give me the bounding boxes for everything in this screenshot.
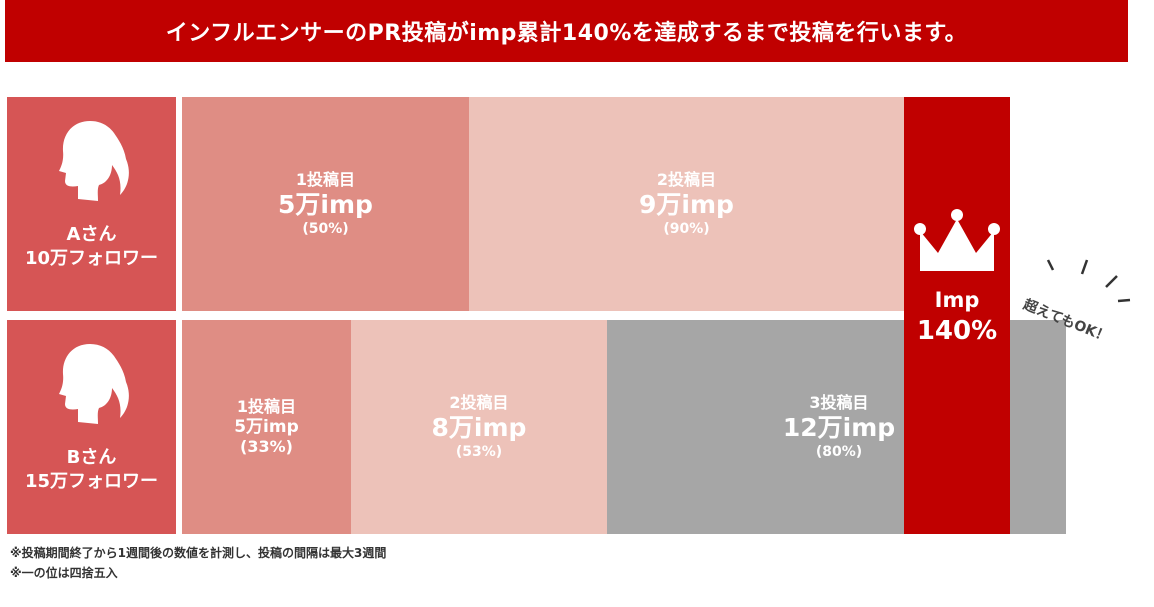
post-label: 2投稿目	[656, 170, 717, 189]
target-label: Imp	[934, 288, 980, 312]
post-percent: (80%)	[815, 444, 863, 460]
post-value: 8万imp	[431, 413, 527, 442]
woman-silhouette-icon	[58, 121, 129, 201]
person-name: Aさん	[66, 224, 117, 245]
emphasis-lines-icon	[1046, 259, 1131, 303]
post-percent: (90%)	[663, 221, 710, 237]
footnote: ※投稿期間終了から1週間後の数値を計測し、投稿の間隔は最大3週間	[10, 546, 387, 560]
post-label: 1投稿目	[295, 170, 356, 189]
post-segment-b-2: 2投稿目 8万imp (53%)	[351, 320, 607, 534]
title-text: インフルエンサーのPR投稿がimp累計140%を達成するまで投稿を行います。	[165, 21, 968, 46]
exceed-bar	[1010, 320, 1066, 534]
post-percent: (50%)	[302, 221, 349, 237]
post-label: 3投稿目	[809, 393, 869, 412]
post-label: 1投稿目	[236, 397, 297, 416]
person-name: Bさん	[66, 447, 117, 468]
post-value: 5万imp	[278, 190, 373, 219]
person-followers: 15万フォロワー	[24, 471, 159, 492]
person-card-b: Bさん 15万フォロワー	[7, 320, 176, 534]
post-value: 5万imp	[234, 417, 299, 437]
post-segment-b-1: 1投稿目 5万imp (33%)	[182, 320, 351, 534]
target-column: Imp 140%	[904, 97, 1010, 534]
post-value: 9万imp	[639, 190, 734, 219]
crown-icon	[914, 209, 1000, 271]
page-title: インフルエンサーのPR投稿がimp累計140%を達成するまで投稿を行います。	[5, 0, 1128, 62]
post-percent: (33%)	[240, 437, 293, 456]
post-percent: (53%)	[455, 444, 503, 460]
person-followers: 10万フォロワー	[24, 248, 159, 269]
post-segment-a-2: 2投稿目 9万imp (90%)	[469, 97, 904, 311]
person-card-a: Aさん 10万フォロワー	[7, 97, 176, 311]
post-segment-b-3: 3投稿目 12万imp (80%)	[607, 320, 904, 534]
target-value: 140%	[916, 316, 998, 346]
post-label: 2投稿目	[449, 393, 509, 412]
woman-silhouette-icon	[58, 344, 129, 424]
post-value: 12万imp	[782, 413, 896, 442]
footnote: ※一の位は四捨五入	[10, 566, 118, 580]
post-segment-a-1: 1投稿目 5万imp (50%)	[182, 97, 469, 311]
